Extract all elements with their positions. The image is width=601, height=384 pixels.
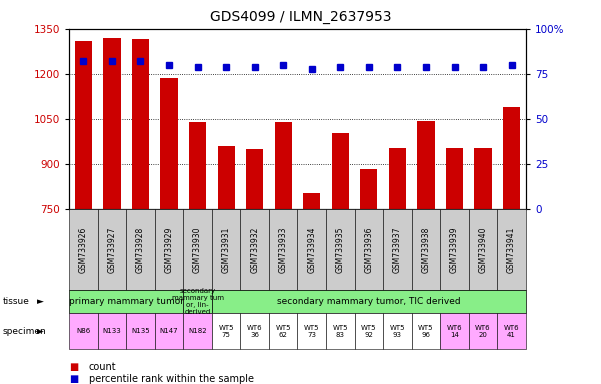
Text: GSM733930: GSM733930 — [193, 226, 202, 273]
Text: N86: N86 — [76, 328, 91, 334]
Bar — [160, 78, 178, 209]
Bar — [389, 147, 406, 209]
Bar — [503, 107, 520, 209]
Text: N133: N133 — [103, 328, 121, 334]
Text: GSM733941: GSM733941 — [507, 227, 516, 273]
Text: N147: N147 — [160, 328, 178, 334]
Text: N182: N182 — [188, 328, 207, 334]
Text: GSM733929: GSM733929 — [165, 227, 174, 273]
Text: GSM733928: GSM733928 — [136, 227, 145, 273]
Text: WT5
92: WT5 92 — [361, 325, 377, 338]
Text: primary mammary tumor: primary mammary tumor — [69, 297, 184, 306]
Text: ■: ■ — [69, 362, 78, 372]
Text: GSM733926: GSM733926 — [79, 227, 88, 273]
Text: WT5
96: WT5 96 — [418, 325, 434, 338]
Text: WT5
75: WT5 75 — [218, 325, 234, 338]
Bar — [332, 132, 349, 209]
Text: GDS4099 / ILMN_2637953: GDS4099 / ILMN_2637953 — [210, 10, 391, 23]
Bar — [189, 122, 206, 209]
Text: ►: ► — [37, 327, 44, 336]
Text: WT6
41: WT6 41 — [504, 325, 519, 338]
Text: WT6
20: WT6 20 — [475, 325, 491, 338]
Text: ►: ► — [37, 297, 44, 306]
Text: GSM733927: GSM733927 — [108, 227, 117, 273]
Text: percentile rank within the sample: percentile rank within the sample — [89, 374, 254, 384]
Text: secondary
mammary tum
or, lin-
derived: secondary mammary tum or, lin- derived — [171, 288, 224, 315]
Bar — [360, 169, 377, 209]
Text: count: count — [89, 362, 117, 372]
Text: WT5
73: WT5 73 — [304, 325, 320, 338]
Bar — [218, 146, 234, 209]
Text: GSM733933: GSM733933 — [279, 226, 288, 273]
Bar — [304, 193, 320, 209]
Bar — [75, 41, 92, 209]
Bar — [103, 38, 121, 209]
Bar — [132, 39, 149, 209]
Bar — [446, 147, 463, 209]
Text: GSM733939: GSM733939 — [450, 226, 459, 273]
Text: WT6
36: WT6 36 — [247, 325, 263, 338]
Text: tissue: tissue — [3, 297, 30, 306]
Text: WT5
93: WT5 93 — [389, 325, 405, 338]
Text: WT5
83: WT5 83 — [332, 325, 348, 338]
Text: GSM733932: GSM733932 — [250, 227, 259, 273]
Bar — [275, 122, 292, 209]
Text: GSM733940: GSM733940 — [478, 226, 487, 273]
Text: GSM733935: GSM733935 — [336, 226, 345, 273]
Text: secondary mammary tumor, TIC derived: secondary mammary tumor, TIC derived — [277, 297, 461, 306]
Text: N135: N135 — [131, 328, 150, 334]
Text: WT6
14: WT6 14 — [447, 325, 462, 338]
Text: GSM733936: GSM733936 — [364, 226, 373, 273]
Text: GSM733934: GSM733934 — [307, 226, 316, 273]
Bar — [417, 121, 435, 209]
Text: specimen: specimen — [3, 327, 47, 336]
Text: GSM733938: GSM733938 — [421, 227, 430, 273]
Text: GSM733931: GSM733931 — [222, 227, 231, 273]
Bar — [246, 149, 263, 209]
Text: ■: ■ — [69, 374, 78, 384]
Text: GSM733937: GSM733937 — [393, 226, 402, 273]
Text: WT5
62: WT5 62 — [275, 325, 291, 338]
Bar — [475, 147, 492, 209]
